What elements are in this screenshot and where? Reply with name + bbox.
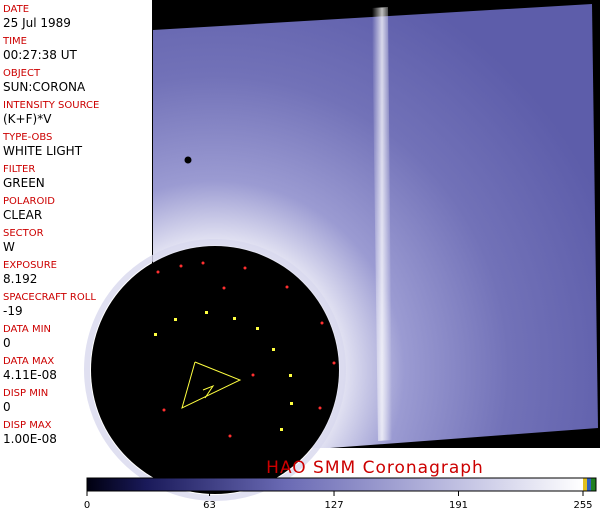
- field-value: SUN:CORONA: [3, 80, 86, 94]
- field-label: TYPE-OBS: [2, 132, 52, 143]
- colorbar-tick-label: 63: [203, 500, 216, 511]
- colorbar-end: [591, 478, 596, 491]
- field-label: DATA MAX: [3, 356, 54, 367]
- field-label: SECTOR: [3, 228, 44, 239]
- field-value: 0: [3, 400, 11, 414]
- field-label: DISP MIN: [3, 388, 48, 399]
- field-value: 4.11E-08: [3, 368, 57, 382]
- field-label: POLAROID: [3, 196, 55, 207]
- colorbar-end: [587, 478, 591, 491]
- image-title: HAO SMM Coronagraph: [266, 458, 484, 478]
- colorbar-end: [583, 478, 587, 491]
- colorbar-tick-label: 255: [573, 500, 592, 511]
- field-label: DATA MIN: [3, 324, 51, 335]
- field-value: 1.00E-08: [3, 432, 57, 446]
- field-value: 00:27:38 UT: [3, 48, 77, 62]
- field-value: W: [3, 240, 15, 254]
- field-label: EXPOSURE: [3, 260, 57, 271]
- colorbar-tick-label: 191: [449, 500, 468, 511]
- colorbar-tick-label: 127: [324, 500, 343, 511]
- field-value: WHITE LIGHT: [3, 144, 83, 158]
- field-label: TIME: [2, 36, 27, 47]
- colorbar: [87, 478, 583, 491]
- colorbar-tick-label: 0: [84, 500, 90, 511]
- colorbar-frame: [86, 477, 597, 492]
- field-value: (K+F)*V: [3, 112, 52, 126]
- field-label: DISP MAX: [3, 420, 52, 431]
- coronagraph-image: [84, 0, 600, 501]
- field-value: -19: [3, 304, 23, 318]
- field-label: OBJECT: [3, 68, 41, 79]
- field-value: 0: [3, 336, 11, 350]
- field-value: 8.192: [3, 272, 37, 286]
- field-value: CLEAR: [3, 208, 42, 222]
- field-label: INTENSITY SOURCE: [3, 100, 99, 111]
- field-value: 25 Jul 1989: [3, 16, 71, 30]
- field-label: SPACECRAFT ROLL: [3, 292, 96, 303]
- field-label: FILTER: [3, 164, 35, 175]
- field-value: GREEN: [3, 176, 45, 190]
- field-label: DATE: [3, 4, 29, 15]
